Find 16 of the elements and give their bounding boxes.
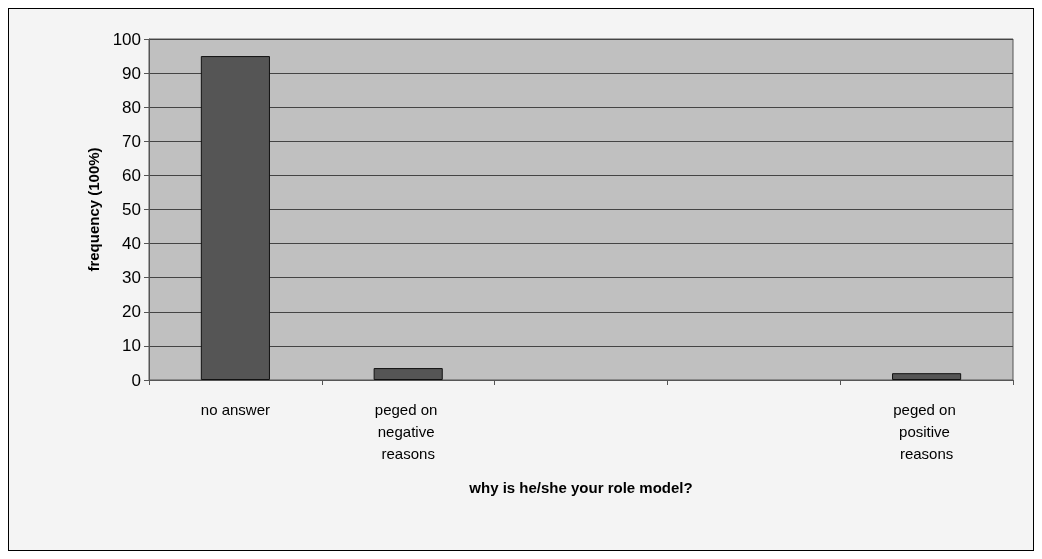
x-tick-label: peged on positive reasons	[893, 400, 960, 462]
x-tick-label: no answer	[200, 400, 271, 418]
y-tick-label: 90	[122, 63, 141, 83]
y-tick-label: 0	[131, 370, 141, 390]
x-axis-title: why is he/she your role model?	[468, 479, 693, 496]
y-tick-label: 70	[122, 131, 141, 151]
y-tick-label: 10	[122, 336, 141, 356]
x-tick-label: peged on negative reasons	[374, 400, 442, 462]
y-tick-label: 100	[112, 29, 141, 49]
y-tick-label: 30	[122, 268, 141, 288]
y-tick-label: 20	[122, 302, 141, 322]
y-axis-title: frequency (100%)	[85, 147, 102, 272]
y-tick-label: 40	[122, 234, 141, 254]
y-tick-label: 60	[122, 165, 141, 185]
y-tick-label: 80	[122, 97, 141, 117]
y-tick-label: 50	[122, 200, 141, 219]
